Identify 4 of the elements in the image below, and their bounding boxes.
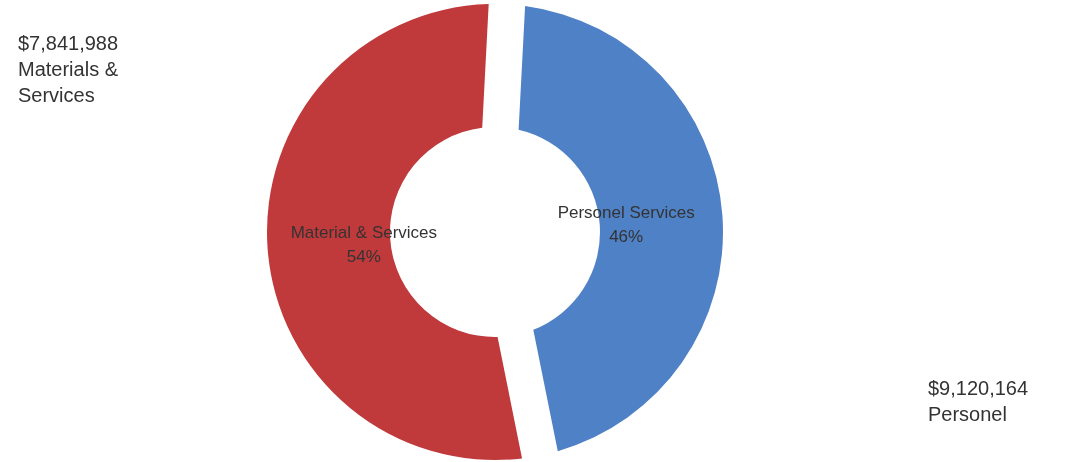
data-label: 46%	[609, 227, 644, 247]
data-label: 54%	[346, 246, 381, 266]
text: $7,841,988 Materials & Services	[18, 32, 119, 106]
text: $9,120,164 Personel	[928, 377, 1029, 425]
